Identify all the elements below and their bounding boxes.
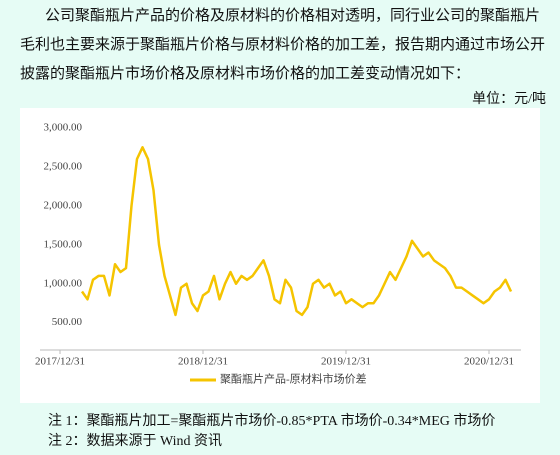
data-line (80, 146, 513, 317)
y-tick-label: 3,000.00 (44, 121, 83, 133)
legend-label: 聚酯瓶片产品-原材料市场价差 (220, 372, 367, 386)
note: 注 2：数据来源于 Wind 资讯 (48, 434, 223, 449)
y-tick-label: 2,500.00 (44, 160, 83, 172)
paragraph-line: 毛利也主要来源于聚酯瓶片价格与原材料价格的加工差，报告期内通过市场公开 (20, 37, 546, 53)
x-tick-label: 2017/12/31 (35, 356, 85, 368)
y-tick-label: 500.00 (52, 316, 83, 328)
y-tick-label: 1,500.00 (44, 238, 83, 250)
x-tick-label: 2019/12/31 (321, 356, 371, 368)
y-tick-label: 1,000.00 (44, 277, 83, 289)
paragraph-line: 披露的聚酯瓶片市场价格及原材料市场价格的加工差变动情况如下： (20, 66, 471, 82)
x-tick-label: 2018/12/31 (178, 356, 228, 368)
note: 注 1：聚酯瓶片加工=聚酯瓶片市场价-0.85*PTA 市场价-0.34*MEG… (48, 414, 496, 429)
unit: 单位：元/吨 (472, 92, 546, 107)
paragraph-line: 公司聚酯瓶片产品的价格及原材料的价格相对透明，同行业公司的聚酯瓶片 (45, 8, 541, 24)
chart: 500.00 1,000.00 1,500.00 2,000.00 2,500.00 3,… (20, 108, 540, 403)
x-tick-label: 2020/12/31 (464, 356, 514, 368)
y-tick-label: 2,000.00 (44, 199, 83, 211)
